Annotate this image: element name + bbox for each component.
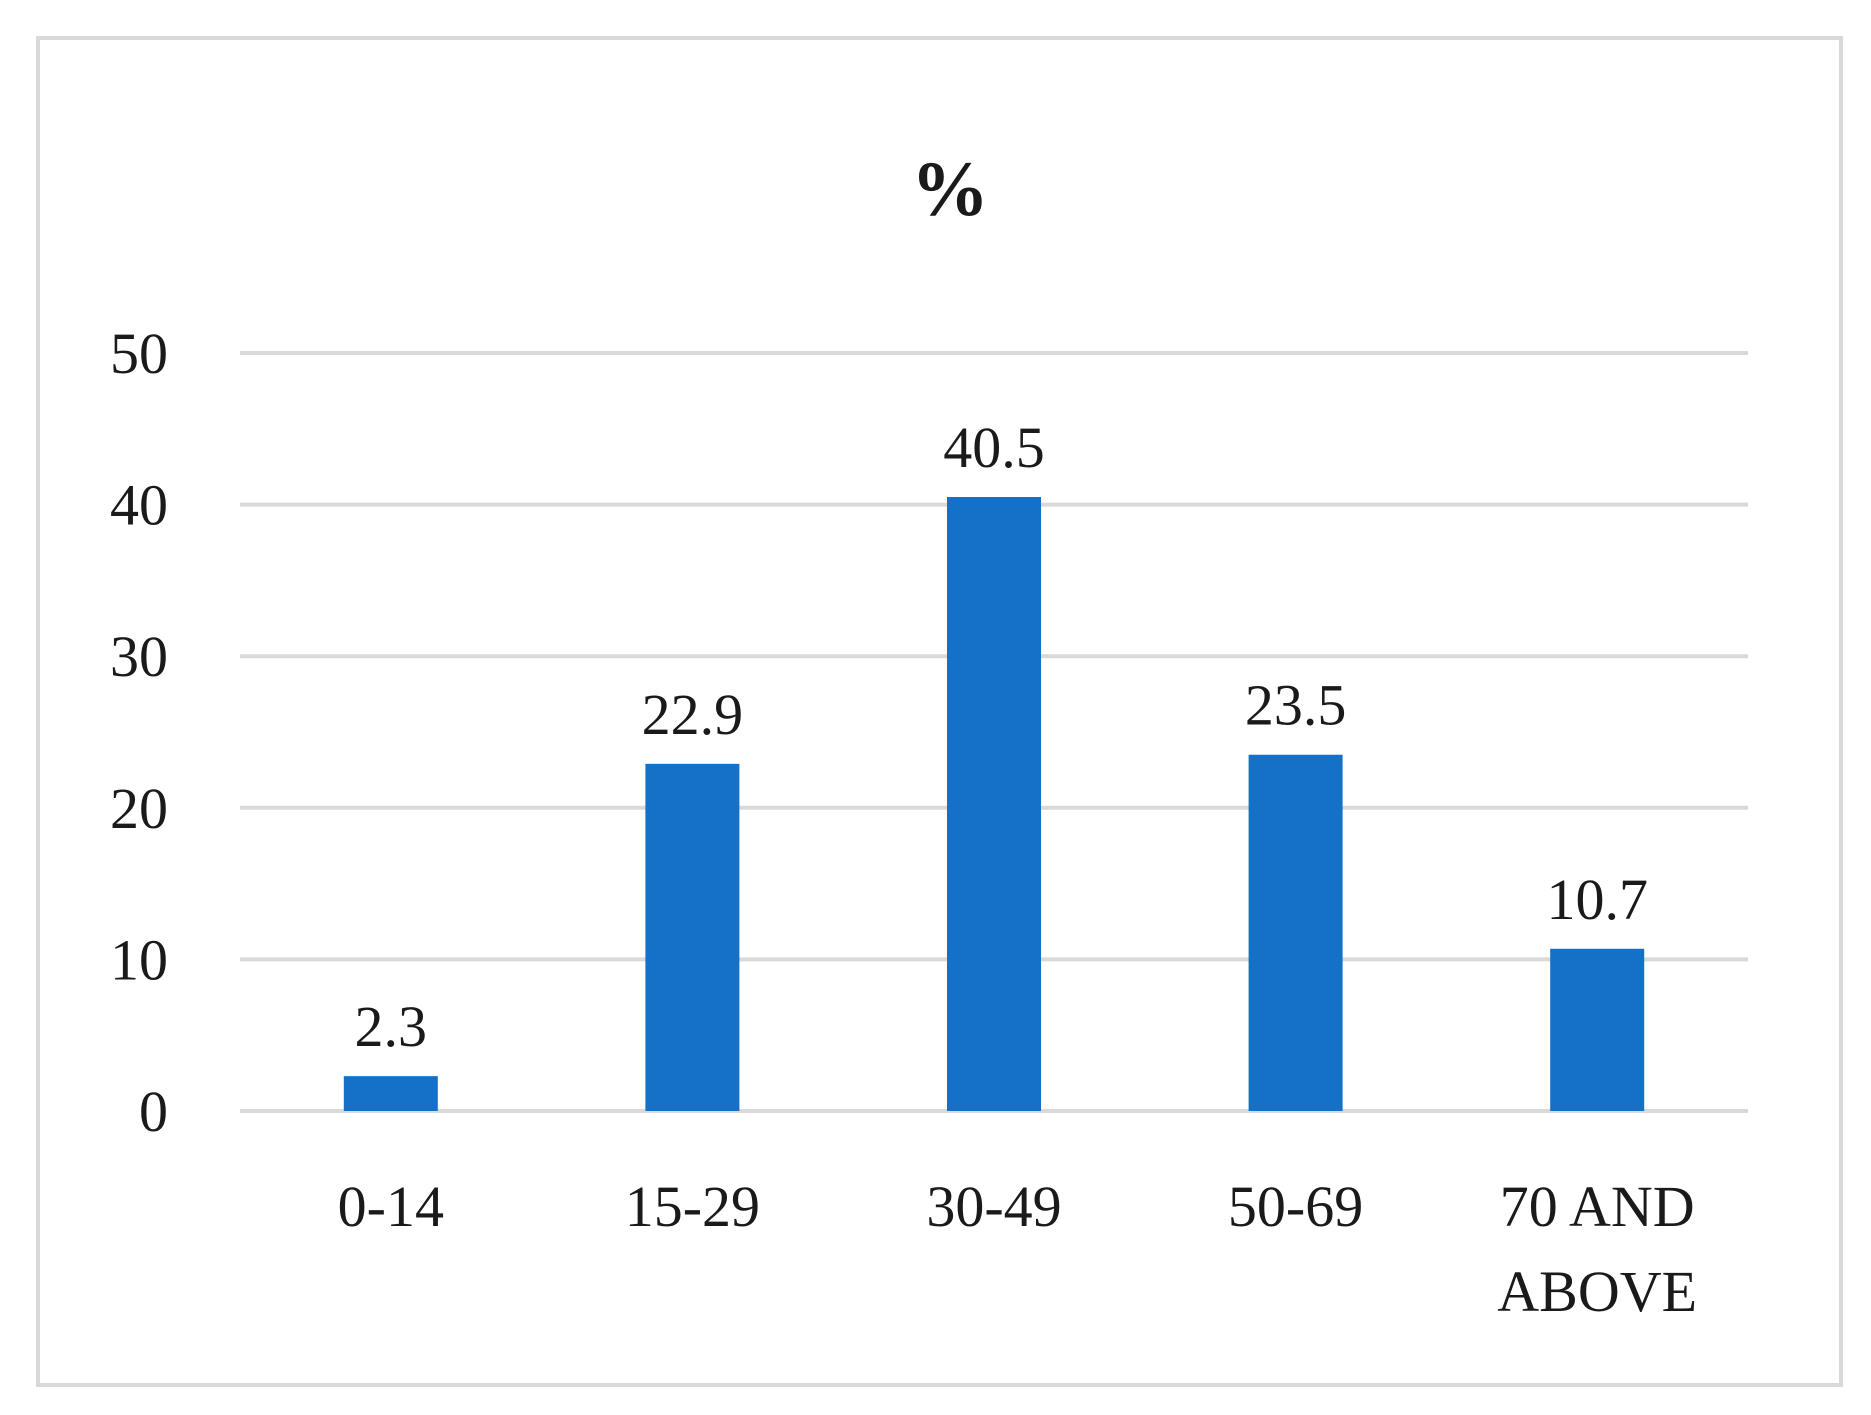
data-label: 10.7: [1546, 867, 1648, 932]
y-tick-label: 40: [110, 473, 168, 538]
category-label-line: ABOVE: [1497, 1259, 1697, 1324]
y-tick-label: 20: [110, 776, 168, 841]
y-tick-label: 30: [110, 624, 168, 689]
category-label-line: 70 AND: [1500, 1174, 1695, 1239]
chart-title: %: [911, 145, 989, 232]
data-labels: 2.3 22.9 40.5 23.5 10.7: [355, 415, 1648, 1059]
bar: [1550, 948, 1645, 1111]
data-label: 2.3: [355, 994, 428, 1059]
bar: [645, 763, 740, 1111]
y-tick-label: 50: [110, 321, 168, 386]
category-label-line: 30-49: [926, 1174, 1061, 1239]
data-label: 40.5: [943, 415, 1045, 480]
y-tick-label: 10: [110, 927, 168, 992]
category-label: 0-14: [338, 1174, 444, 1239]
bar: [947, 497, 1041, 1111]
category-label: 50-69: [1228, 1174, 1363, 1239]
y-axis-ticks: 0 10 20 30 40 50: [110, 321, 168, 1144]
bar: [343, 1076, 438, 1111]
category-label: 70 AND ABOVE: [1497, 1174, 1697, 1324]
x-axis-categories: 0-14 15-29 30-49 50-69 70 AND ABOVE: [338, 1174, 1697, 1324]
category-label-line: 15-29: [625, 1174, 760, 1239]
data-label: 22.9: [642, 682, 744, 747]
category-label-line: 50-69: [1228, 1174, 1363, 1239]
chart-frame: % 0 10 20 30 40 50 2.3 22.9 40.5 23.5 10.7 0-14 15…: [36, 36, 1843, 1387]
bars: [343, 497, 1645, 1111]
data-label: 23.5: [1245, 673, 1347, 738]
category-label: 30-49: [926, 1174, 1061, 1239]
bar-chart: % 0 10 20 30 40 50 2.3 22.9 40.5 23.5 10.7 0-14 15…: [110, 145, 1748, 1324]
y-tick-label: 0: [139, 1079, 168, 1144]
bar: [1248, 754, 1343, 1111]
category-label-line: 0-14: [338, 1174, 444, 1239]
category-label: 15-29: [625, 1174, 760, 1239]
